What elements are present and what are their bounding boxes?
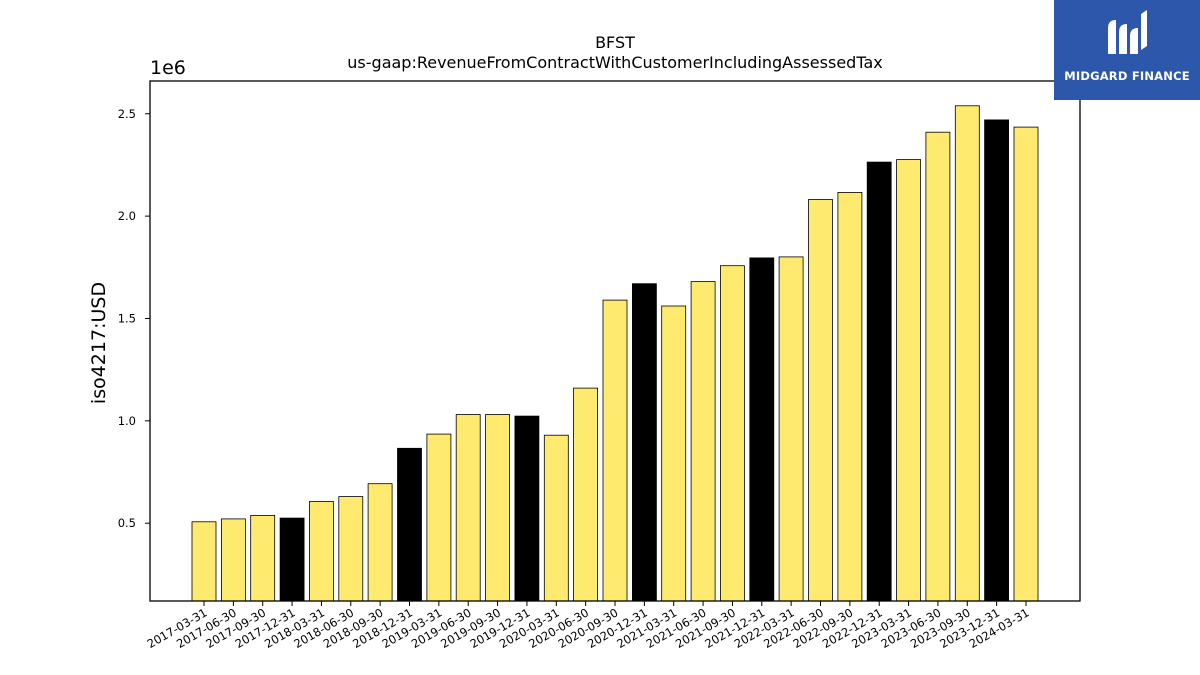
bar-2021-12-31 — [749, 257, 775, 602]
bar-2022-06-30 — [808, 199, 833, 602]
chart-subtitle: us-gaap:RevenueFromContractWithCustomerI… — [347, 53, 882, 72]
bar-2023-06-30 — [925, 131, 951, 602]
logo-text: MIDGARD FINANCE — [1064, 69, 1190, 83]
midgard-finance-logo: MIDGARD FINANCE — [1054, 0, 1200, 100]
bar-2017-06-30 — [220, 518, 246, 602]
bar-2023-03-31 — [896, 159, 921, 602]
y-axis-ticks: 0.5 1.0 1.5 2.0 2.5 — [118, 107, 150, 530]
y-axis-label: iso4217:USD — [88, 282, 110, 404]
y-tick-label: 2.0 — [118, 209, 136, 223]
bar-2023-09-30 — [954, 105, 980, 602]
bar-2018-06-30 — [338, 496, 364, 602]
x-axis-ticks: 2017-03-312017-06-302017-09-302017-12-31… — [145, 601, 1032, 651]
bar-2017-12-31 — [279, 517, 305, 602]
bar-2019-12-31 — [514, 415, 540, 602]
midgard-logo-icon — [1108, 10, 1147, 54]
bar-2019-06-30 — [455, 414, 481, 602]
y-tick-label: 1.0 — [118, 414, 136, 428]
y-tick-label: 0.5 — [118, 516, 136, 530]
bar-2022-09-30 — [837, 191, 863, 602]
bar-2020-03-31 — [543, 434, 569, 602]
bar-2020-12-31 — [632, 283, 657, 602]
bars-group — [191, 105, 1039, 602]
bar-2020-06-30 — [573, 387, 598, 602]
bar-2023-12-31 — [984, 119, 1009, 602]
bar-2021-03-31 — [661, 305, 687, 602]
bar-2020-09-30 — [602, 299, 628, 602]
bar-2019-09-30 — [485, 414, 511, 602]
bar-2018-09-30 — [367, 483, 393, 602]
y-axis-offset-label: 1e6 — [150, 57, 186, 79]
bar-2019-03-31 — [426, 433, 452, 602]
bar-2017-03-31 — [191, 521, 217, 602]
plot-frame — [149, 80, 1081, 602]
bar-2017-09-30 — [250, 515, 276, 602]
bar-2018-03-31 — [308, 501, 334, 602]
bar-2024-03-31 — [1013, 126, 1039, 602]
chart-title: BFST — [595, 33, 635, 52]
bar-2018-12-31 — [397, 447, 422, 602]
bar-2022-12-31 — [866, 161, 892, 602]
bar-2021-09-30 — [720, 265, 745, 602]
bar-2021-06-30 — [690, 281, 716, 602]
y-tick-label: 1.5 — [118, 311, 136, 325]
bar-2022-03-31 — [778, 256, 804, 602]
y-tick-label: 2.5 — [118, 107, 136, 121]
